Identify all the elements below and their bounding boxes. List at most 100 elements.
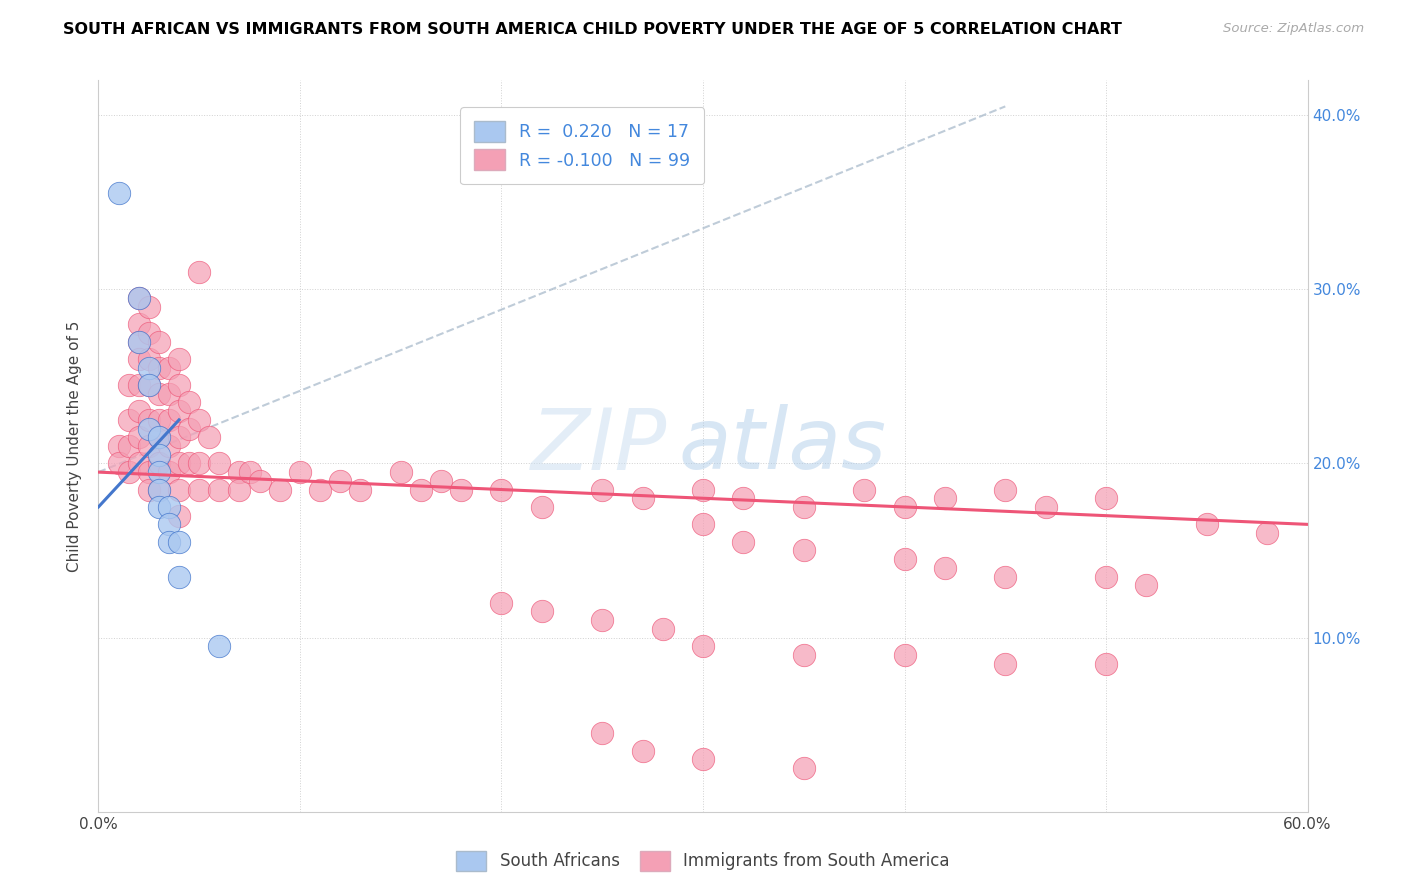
Point xyxy=(994,657,1017,671)
Point xyxy=(138,351,160,366)
Point xyxy=(692,752,714,766)
Point xyxy=(188,483,211,497)
Point xyxy=(107,457,129,471)
Point xyxy=(793,543,815,558)
Point xyxy=(167,430,190,444)
Point xyxy=(148,448,170,462)
Legend: South Africans, Immigrants from South America: South Africans, Immigrants from South Am… xyxy=(449,842,957,880)
Point xyxy=(530,500,553,514)
Point xyxy=(934,491,956,506)
Point xyxy=(228,465,250,479)
Point xyxy=(157,500,180,514)
Point xyxy=(893,552,915,566)
Point xyxy=(107,186,129,201)
Point xyxy=(793,500,815,514)
Point xyxy=(128,351,150,366)
Point xyxy=(893,648,915,662)
Point xyxy=(148,483,170,497)
Point xyxy=(309,483,332,497)
Point xyxy=(167,569,190,583)
Point xyxy=(148,465,170,479)
Point xyxy=(208,640,231,654)
Point xyxy=(198,430,221,444)
Point xyxy=(138,326,160,340)
Point xyxy=(167,483,190,497)
Point xyxy=(793,648,815,662)
Point xyxy=(128,334,150,349)
Point xyxy=(128,317,150,331)
Point xyxy=(128,457,150,471)
Point xyxy=(631,744,654,758)
Point xyxy=(138,378,160,392)
Point xyxy=(118,413,141,427)
Point xyxy=(1035,500,1057,514)
Point xyxy=(269,483,291,497)
Point xyxy=(148,457,170,471)
Point xyxy=(128,334,150,349)
Point xyxy=(591,613,613,627)
Point xyxy=(893,500,915,514)
Point xyxy=(128,404,150,418)
Point xyxy=(793,761,815,775)
Point xyxy=(167,534,190,549)
Point xyxy=(167,508,190,523)
Point xyxy=(733,491,755,506)
Point xyxy=(118,439,141,453)
Point xyxy=(188,457,211,471)
Point xyxy=(167,457,190,471)
Point xyxy=(148,386,170,401)
Point xyxy=(1095,657,1118,671)
Point xyxy=(128,378,150,392)
Y-axis label: Child Poverty Under the Age of 5: Child Poverty Under the Age of 5 xyxy=(67,320,83,572)
Point xyxy=(530,604,553,618)
Point xyxy=(692,483,714,497)
Point xyxy=(450,483,472,497)
Legend: R =  0.220   N = 17, R = -0.100   N = 99: R = 0.220 N = 17, R = -0.100 N = 99 xyxy=(460,107,704,185)
Point xyxy=(631,491,654,506)
Point xyxy=(733,534,755,549)
Point xyxy=(239,465,262,479)
Point xyxy=(853,483,876,497)
Point xyxy=(138,378,160,392)
Point xyxy=(329,474,352,488)
Point xyxy=(138,483,160,497)
Point xyxy=(157,465,180,479)
Point xyxy=(228,483,250,497)
Point xyxy=(157,386,180,401)
Point xyxy=(118,465,141,479)
Point xyxy=(994,569,1017,583)
Point xyxy=(138,300,160,314)
Point xyxy=(138,413,160,427)
Point xyxy=(157,360,180,375)
Point xyxy=(148,430,170,444)
Point xyxy=(148,500,170,514)
Point xyxy=(249,474,271,488)
Point xyxy=(118,378,141,392)
Point xyxy=(1095,491,1118,506)
Point xyxy=(288,465,311,479)
Point xyxy=(994,483,1017,497)
Point xyxy=(1135,578,1157,592)
Point xyxy=(179,395,201,409)
Point xyxy=(1095,569,1118,583)
Text: Source: ZipAtlas.com: Source: ZipAtlas.com xyxy=(1223,22,1364,36)
Point xyxy=(128,430,150,444)
Point xyxy=(389,465,412,479)
Point xyxy=(138,360,160,375)
Point xyxy=(148,360,170,375)
Point xyxy=(167,378,190,392)
Point xyxy=(651,622,673,636)
Point xyxy=(128,291,150,305)
Point xyxy=(208,483,231,497)
Point xyxy=(157,439,180,453)
Text: SOUTH AFRICAN VS IMMIGRANTS FROM SOUTH AMERICA CHILD POVERTY UNDER THE AGE OF 5 : SOUTH AFRICAN VS IMMIGRANTS FROM SOUTH A… xyxy=(63,22,1122,37)
Point xyxy=(409,483,432,497)
Point xyxy=(591,726,613,740)
Point xyxy=(591,483,613,497)
Point xyxy=(491,483,513,497)
Point xyxy=(138,421,160,435)
Point xyxy=(179,457,201,471)
Point xyxy=(188,413,211,427)
Point xyxy=(138,465,160,479)
Point xyxy=(128,291,150,305)
